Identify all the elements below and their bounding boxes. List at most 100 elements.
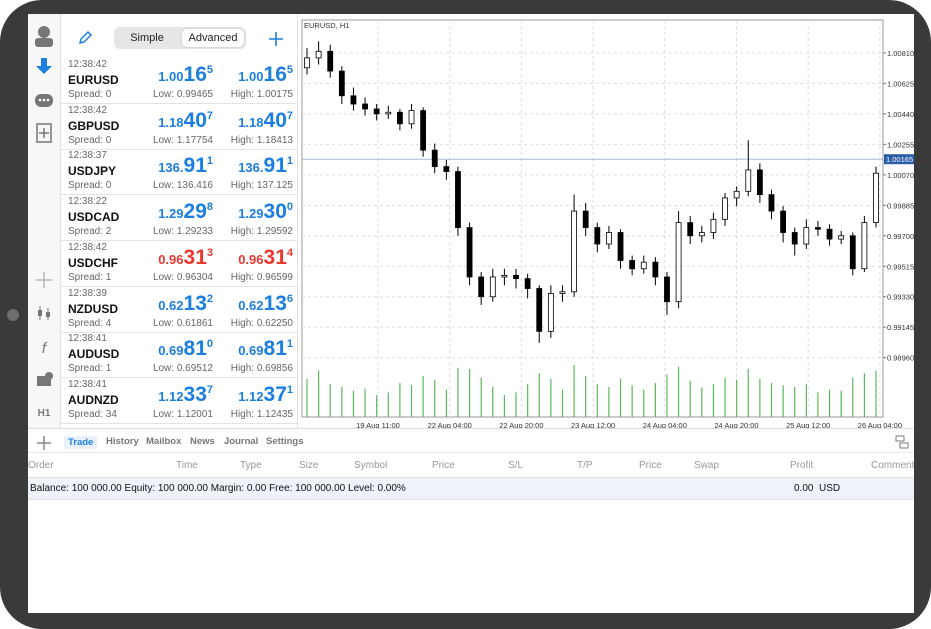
tab[interactable]: News xyxy=(190,436,215,447)
candle-body xyxy=(327,50,334,72)
ask-price: 1.00165 xyxy=(238,63,293,87)
edit-icon[interactable] xyxy=(77,30,93,46)
bid-part: 13 xyxy=(183,291,207,315)
x-tick-label: 23 Aug 12:00 xyxy=(571,421,615,428)
ask-part: 7 xyxy=(286,109,293,122)
y-tick-label: 0.98960 xyxy=(887,354,914,363)
bid-price: 0.69810 xyxy=(158,337,213,361)
chart-title: EURUSD, H1 xyxy=(304,21,349,30)
candle-body xyxy=(722,197,728,220)
bid-part: 1.18 xyxy=(158,114,184,130)
ask-price: 1.18407 xyxy=(238,109,293,133)
bid-price: 1.29298 xyxy=(158,200,213,224)
candle-body xyxy=(571,210,577,293)
quote-row[interactable]: 12:38:42 GBPUSD Spread: 0 Low: 1.17754 High:… xyxy=(60,103,297,150)
candle-body xyxy=(396,111,403,125)
bid-part: 29 xyxy=(183,200,207,224)
plot-area xyxy=(301,19,884,418)
candle-body xyxy=(362,103,368,110)
current-price-box xyxy=(884,154,914,165)
ask-part: 0 xyxy=(286,201,293,214)
quote-low: Low: 0.99465 xyxy=(152,89,213,100)
quote-symbol: USDCHF xyxy=(68,255,118,270)
quote-row[interactable]: 12:38:22 USDCAD Spread: 2 Low: 1.29233 High:… xyxy=(60,194,297,242)
quote-low: Low: 0.69512 xyxy=(152,363,213,375)
candle-body xyxy=(408,110,415,125)
quote-row[interactable]: 12:38:41 AUDNZD Spread: 34 Low: 1.12001 High… xyxy=(60,377,297,424)
current-price-label: 1.00165 xyxy=(886,155,913,164)
column-header: S/L xyxy=(508,460,524,471)
quote-low: Low: 1.12001 xyxy=(152,408,213,420)
add-order[interactable] xyxy=(35,434,53,452)
quote-low: Low: 1.17754 xyxy=(152,134,213,146)
timeframe-label[interactable]: H1 xyxy=(38,408,51,419)
quote-spread: Spread: 1 xyxy=(68,363,112,375)
bid-price: 1.18407 xyxy=(158,109,213,133)
candle-body xyxy=(594,227,601,245)
candle-body xyxy=(745,169,752,192)
bid-part: 0 xyxy=(206,338,213,351)
bid-price: 0.96313 xyxy=(158,246,213,270)
advanced-button[interactable]: Advanced xyxy=(182,29,244,47)
ask-part: 37 xyxy=(263,382,287,406)
quote-low: Low: 0.96304 xyxy=(152,271,213,283)
candle-body xyxy=(675,222,682,303)
quote-high: High: 1.18413 xyxy=(230,134,293,146)
layout-icon[interactable] xyxy=(894,434,910,450)
simple-button[interactable]: Simple xyxy=(130,32,164,44)
y-tick-label: 1.00625 xyxy=(887,79,914,88)
tab[interactable]: Journal xyxy=(224,436,259,447)
tab[interactable]: Mailbox xyxy=(146,436,182,447)
quote-spread: Spread: 0 xyxy=(68,180,112,192)
x-tick-label: 22 Aug 04:00 xyxy=(428,421,472,428)
candle-body xyxy=(513,274,519,280)
tab[interactable]: History xyxy=(106,436,139,447)
bid-part: 1 xyxy=(206,155,213,168)
bid-price: 1.00165 xyxy=(158,63,213,87)
quote-low: Low: 1.29233 xyxy=(152,226,213,238)
candle-body xyxy=(687,222,694,237)
candle-body xyxy=(803,227,810,245)
quote-symbol: USDJPY xyxy=(68,164,117,179)
quote-symbol: EURUSD xyxy=(68,73,119,87)
ask-part: 5 xyxy=(286,64,293,76)
quote-high: High: 0.69856 xyxy=(230,363,293,375)
x-tick-label: 26 Aug 04:00 xyxy=(858,421,902,428)
quote-spread: Spread: 2 xyxy=(68,226,112,238)
quote-spread: Spread: 0 xyxy=(68,134,112,146)
quote-row[interactable]: 12:38:42 EURUSD Spread: 0 Low: 0.99465 High:… xyxy=(60,57,297,104)
ask-price: 136.911 xyxy=(238,154,293,178)
candle-body xyxy=(664,276,670,303)
quote-high: High: 0.62250 xyxy=(230,317,293,329)
ask-part: 1 xyxy=(286,338,293,351)
y-tick-label: 1.00440 xyxy=(887,110,914,119)
ask-part: 30 xyxy=(263,200,287,224)
ask-part: 136. xyxy=(238,160,264,176)
y-tick-label: 0.99145 xyxy=(887,323,914,332)
quote-row[interactable]: 12:38:37 USDJPY Spread: 0 Low: 136.416 High:… xyxy=(60,148,297,196)
quote-low: Low: 0.61861 xyxy=(152,317,213,329)
ask-part: 1 xyxy=(286,383,293,396)
candle-body xyxy=(443,166,450,172)
ask-price: 0.69811 xyxy=(238,337,293,361)
quote-row[interactable]: 12:38:39 NZDUSD Spread: 4 Low: 0.61861 High:… xyxy=(60,286,297,333)
candle-body xyxy=(478,276,485,298)
quote-high: High: 137.125 xyxy=(230,180,293,192)
add-symbol[interactable] xyxy=(267,30,285,48)
candle-body xyxy=(768,194,775,212)
bid-part: 81 xyxy=(183,337,207,361)
ask-price: 0.96314 xyxy=(238,246,293,270)
tab[interactable]: Settings xyxy=(266,436,304,447)
ask-part: 0.62 xyxy=(238,297,264,313)
candle-body xyxy=(606,232,612,245)
divider xyxy=(297,14,298,428)
x-tick-label: 25 Aug 12:00 xyxy=(786,421,830,428)
quote-row[interactable]: 12:38:42 USDCHF Spread: 1 Low: 0.96304 High:… xyxy=(60,240,297,287)
quote-time: 12:38:42 xyxy=(68,104,107,116)
tab[interactable]: Trade xyxy=(64,436,98,449)
x-tick-label: 24 Aug 20:00 xyxy=(714,421,758,428)
column-header: Profit xyxy=(790,460,814,471)
quote-spread: Spread: 4 xyxy=(68,317,112,329)
bid-part: 16 xyxy=(183,63,207,86)
quote-row[interactable]: 12:38:41 AUDUSD Spread: 1 Low: 0.69512 High:… xyxy=(60,331,297,379)
